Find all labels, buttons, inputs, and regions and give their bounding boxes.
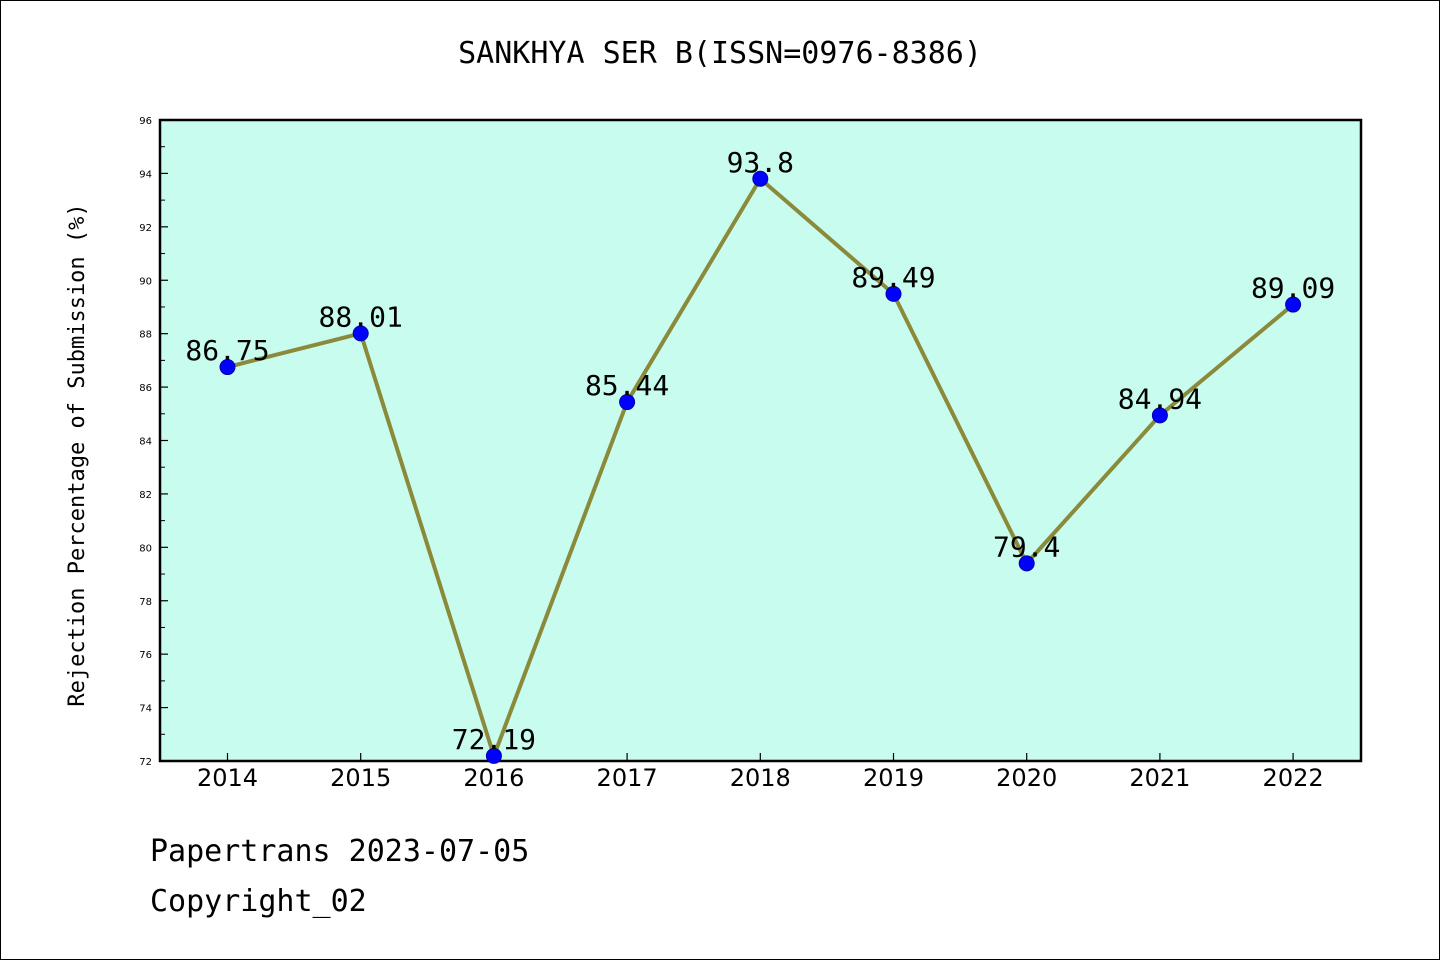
data-label: 89.09: [1251, 272, 1335, 305]
footer-copyright: Copyright_02: [150, 884, 367, 919]
data-label: 79.4: [993, 530, 1060, 563]
data-label: 89.49: [851, 261, 935, 294]
y-tick-label: 72: [139, 757, 152, 768]
y-tick-label: 84: [139, 437, 152, 448]
y-axis-label: Rejection Percentage of Submission (%): [65, 203, 90, 706]
x-tick-label: 2018: [730, 764, 791, 792]
data-label: 88.01: [319, 300, 403, 333]
y-tick-label: 94: [139, 169, 152, 180]
footer-date: Papertrans 2023-07-05: [150, 834, 530, 869]
data-point: [1151, 407, 1168, 424]
data-point: [1018, 555, 1035, 572]
x-tick-label: 2016: [463, 764, 524, 792]
chart-title: SANKHYA SER B(ISSN=0976-8386): [458, 36, 982, 71]
y-tick-label: 74: [139, 704, 152, 715]
data-label: 72.19: [452, 723, 536, 756]
data-point: [352, 325, 369, 342]
x-tick-label: 2015: [330, 764, 391, 792]
data-points: [219, 170, 1302, 764]
x-tick-label: 2022: [1263, 764, 1324, 792]
x-axis: 2014 2015 2016 2017 2018 2019 2020 2021 2022: [197, 753, 1324, 792]
y-tick-label: 78: [139, 597, 152, 608]
y-tick-label: 80: [139, 543, 152, 554]
y-tick-label: 88: [139, 330, 152, 341]
y-tick-label: 86: [139, 383, 152, 394]
y-tick-label: 90: [139, 276, 152, 287]
data-point: [1285, 296, 1302, 313]
data-labels: 86.75 88.01 72.19 85.44 93.8 89.49 79.4 84.94 89…: [185, 146, 1335, 756]
y-axis: 72 74 76 78 80 82 84 86 88 90 92 94 96: [139, 116, 168, 768]
x-tick-label: 2014: [197, 764, 258, 792]
data-point: [219, 359, 236, 376]
y-tick-label: 96: [139, 116, 152, 127]
x-tick-label: 2019: [863, 764, 924, 792]
data-point: [485, 747, 502, 764]
y-tick-label: 82: [139, 490, 152, 501]
data-label: 93.8: [727, 146, 794, 179]
data-point: [885, 285, 902, 302]
x-tick-label: 2021: [1129, 764, 1190, 792]
data-label: 85.44: [585, 369, 669, 402]
data-point: [752, 170, 769, 187]
plot-area: [158, 118, 1363, 763]
y-tick-label: 76: [139, 650, 152, 661]
x-tick-label: 2017: [597, 764, 658, 792]
y-tick-label: 92: [139, 223, 152, 234]
data-label: 86.75: [185, 334, 269, 367]
x-tick-label: 2020: [996, 764, 1057, 792]
data-point: [619, 394, 636, 411]
data-label: 84.94: [1118, 382, 1202, 415]
